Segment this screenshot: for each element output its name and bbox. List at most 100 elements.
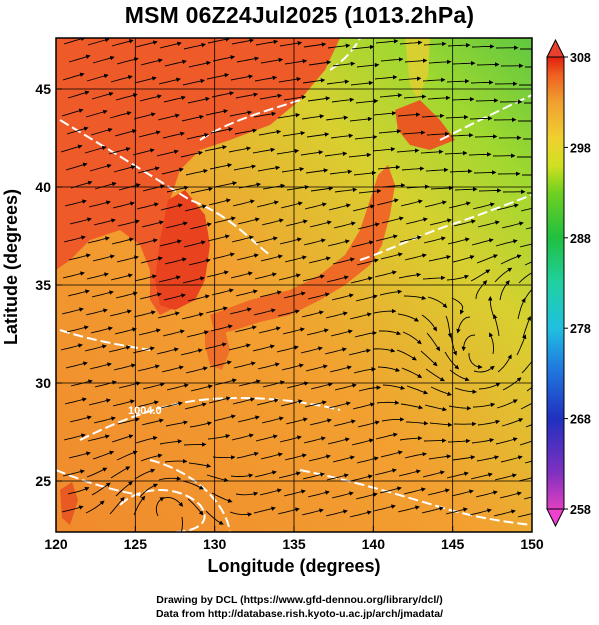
wind-streamline [429,218,452,226]
wind-streamline [333,419,356,427]
wind-streamline [91,91,114,100]
wind-streamline [306,132,330,138]
wind-streamline [279,237,302,245]
wind-streamline [116,450,138,461]
wind-streamline [332,455,355,463]
wind-streamline [332,257,355,265]
wind-streamline [282,327,305,335]
wind-streamline [378,129,402,134]
wind-streamline [253,308,276,316]
wind-streamline [397,505,420,513]
wind-streamline [159,41,182,49]
wind-streamline [164,59,187,67]
wind-streamline [138,328,161,336]
wind-streamline [68,54,91,63]
wind-streamline [400,403,424,410]
wind-streamline [209,360,232,368]
wind-streamline [253,111,277,118]
wind-streamline [211,91,235,98]
wind-streamline [211,288,234,296]
wind-streamline [475,98,499,103]
wind-streamline [404,58,428,63]
colorbar-tick-label: 298 [570,141,591,155]
wind-streamline [139,94,162,102]
wind-streamline [260,452,283,460]
wind-streamline [278,471,301,479]
wind-streamline [279,40,303,47]
colorbar-tick-label: 278 [570,322,591,336]
wind-streamline [425,368,445,382]
wind-streamline [325,115,349,121]
wind-streamline [159,239,182,247]
wind-streamline [333,221,356,229]
wind-streamline [495,437,518,445]
wind-streamline [352,204,375,212]
wind-streamline [94,380,117,388]
wind-streamline [112,399,135,407]
wind-streamline [421,314,437,332]
wind-streamline [451,489,474,497]
wind-streamline [427,95,451,101]
wind-streamline [229,511,253,517]
wind-streamline [85,500,105,514]
wind-streamline [355,98,379,104]
wind-streamline [93,218,116,226]
wind-streamline [374,75,398,80]
wind-streamline [62,271,85,279]
wind-streamline [135,436,158,444]
wind-streamline [213,216,236,224]
wind-streamline [141,220,164,228]
wind-streamline [496,399,518,409]
wind-streamline [88,200,111,208]
wind-streamline [166,185,189,193]
wind-streamline [477,419,501,426]
wind-streamline [470,269,491,282]
wind-streamline [140,453,163,462]
wind-streamline [472,202,495,210]
wind-streamline [183,442,207,447]
wind-streamline [254,272,277,280]
wind-streamline [375,234,398,242]
colorbar-scale [546,56,565,510]
wind-streamline [428,59,452,65]
credit-data: Data from http://database.rish.kyoto-u.a… [155,608,444,620]
wind-streamline [110,466,131,479]
wind-streamline [351,438,374,446]
wind-streamline [113,363,136,371]
wind-streamline [452,60,476,66]
wind-streamline [205,510,224,525]
wind-streamline [373,504,396,512]
wind-streamline [380,252,403,260]
landmass-asia [56,38,340,315]
wind-streamline [283,291,306,299]
wind-streamline [278,273,301,281]
wind-streamline [141,418,164,426]
wind-streamline [502,377,522,391]
wind-streamline [381,216,404,224]
wind-streamline [379,486,402,494]
wind-streamline [63,38,86,45]
wind-streamline [399,235,422,243]
wind-streamline [496,203,519,211]
wind-streamline [402,331,422,345]
y-tick-label: 40 [35,179,51,195]
wind-streamline [260,57,284,64]
wind-streamline [60,144,83,153]
wind-streamline [473,365,495,373]
x-tick-label: 140 [362,536,386,552]
wind-streamline [281,363,304,371]
wind-streamline [500,254,522,265]
wind-streamline [260,254,283,262]
wind-streamline [232,199,255,207]
wind-streamline [426,332,441,352]
wind-streamline [494,267,513,283]
wind-streamline [116,57,139,65]
wind-streamline [377,366,401,372]
wind-streamline [453,219,476,227]
wind-streamline [452,455,476,461]
wind-streamline [207,38,231,44]
wind-streamline [423,438,447,443]
wind-streamline [500,455,523,463]
wind-streamline [165,420,189,427]
x-axis-label: Longitude (degrees) [207,556,381,576]
